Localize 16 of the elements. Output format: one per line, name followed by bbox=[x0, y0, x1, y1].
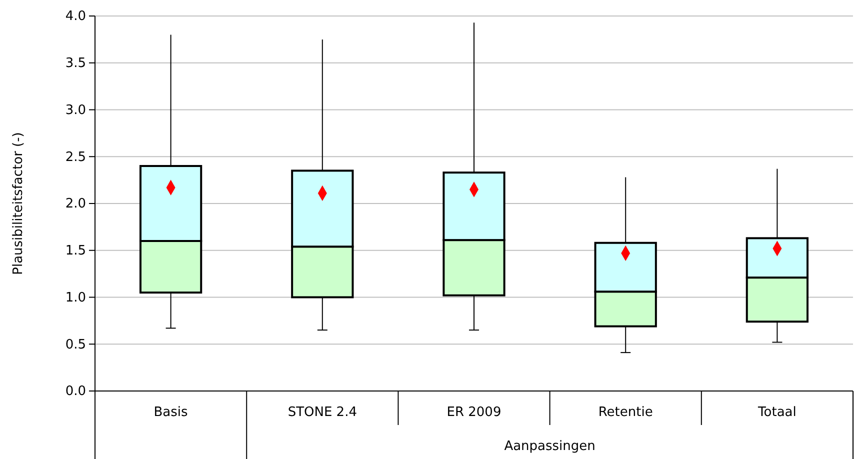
y-tick-label: 1.5 bbox=[65, 244, 86, 259]
x-tick-label: Retentie bbox=[598, 405, 653, 420]
y-tick-label: 0.5 bbox=[65, 337, 86, 352]
y-tick-label: 3.5 bbox=[65, 56, 86, 72]
y-tick-label: 1.0 bbox=[65, 290, 86, 306]
x-axis-title: Aanpassingen bbox=[504, 439, 596, 454]
x-tick-label: Totaal bbox=[757, 405, 796, 420]
x-tick-label: ER 2009 bbox=[446, 405, 502, 420]
y-tick-label: 4.0 bbox=[65, 9, 86, 24]
x-tick-label: STONE 2.4 bbox=[288, 405, 357, 420]
y-tick-label: 3.0 bbox=[65, 102, 86, 118]
y-tick-label: 2.5 bbox=[65, 150, 86, 165]
y-axis-title: Plausibiliteitsfactor (-) bbox=[11, 132, 26, 275]
x-tick-label: Basis bbox=[154, 405, 188, 420]
y-tick-label: 0.0 bbox=[65, 384, 86, 400]
y-tick-label: 2.0 bbox=[65, 196, 86, 212]
